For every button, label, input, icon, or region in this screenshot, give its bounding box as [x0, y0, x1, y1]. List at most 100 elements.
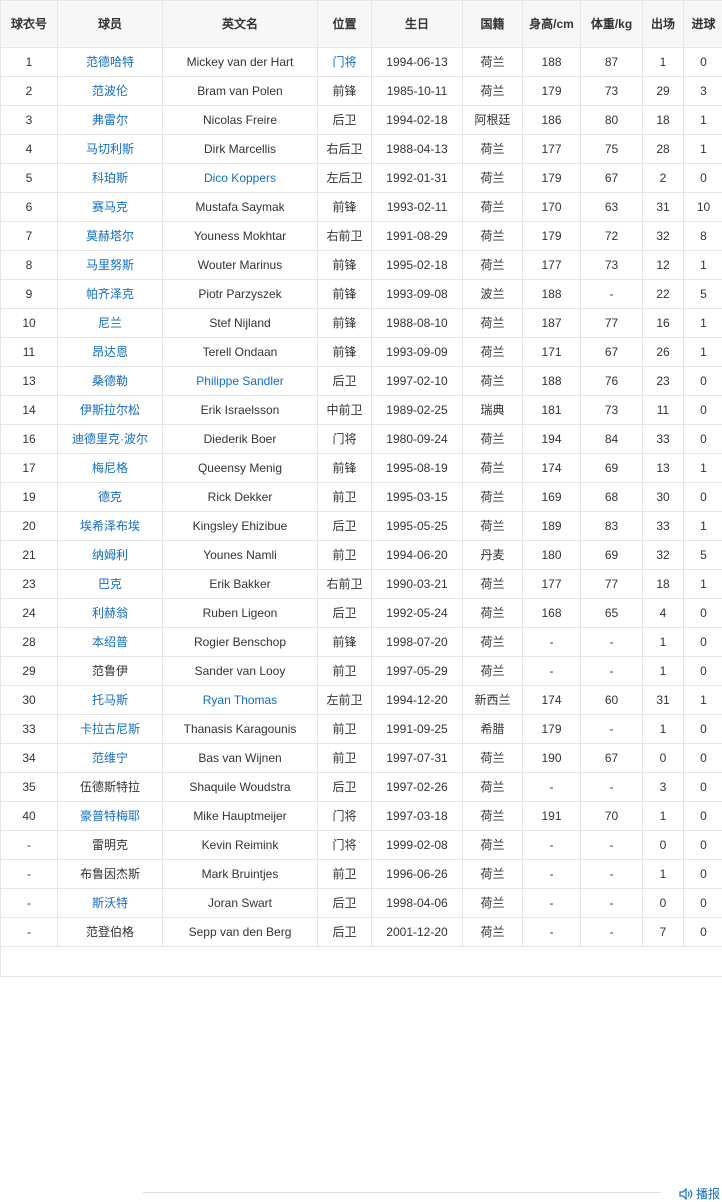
weight-cell: 77 — [581, 309, 643, 338]
player-name-link[interactable]: 梅尼格 — [92, 461, 128, 475]
player-name-link[interactable]: 德克 — [98, 490, 122, 504]
position-cell: 门将 — [318, 425, 372, 454]
weight-cell: - — [581, 831, 643, 860]
player-name-link[interactable]: 弗雷尔 — [92, 113, 128, 127]
birthday-cell: 1995-02-18 — [372, 251, 463, 280]
position-cell: 前卫 — [318, 483, 372, 512]
english-name-cell: Sepp van den Berg — [163, 918, 318, 947]
appearances-cell: 0 — [643, 744, 684, 773]
player-name-cell: 卡拉古尼斯 — [58, 715, 163, 744]
jersey-number-cell: - — [1, 918, 58, 947]
player-name-link[interactable]: 纳姆利 — [92, 548, 128, 562]
player-name-link[interactable]: 埃希泽布埃 — [80, 519, 140, 533]
report-button[interactable]: 播报 — [679, 1185, 720, 1202]
player-name-link[interactable]: 帕齐泽克 — [86, 287, 134, 301]
position-cell: 前锋 — [318, 251, 372, 280]
player-name-link[interactable]: 斯沃特 — [92, 896, 128, 910]
player-name-link[interactable]: 范德哈特 — [86, 55, 134, 69]
english-name-cell: Piotr Parzyszek — [163, 280, 318, 309]
birthday-cell: 1997-03-18 — [372, 802, 463, 831]
player-name-link[interactable]: 迪德里克·波尔 — [72, 432, 148, 446]
jersey-number-cell: 13 — [1, 367, 58, 396]
appearances-cell: 1 — [643, 48, 684, 77]
english-name-link[interactable]: Dico Koppers — [204, 171, 276, 185]
position-cell: 前卫 — [318, 715, 372, 744]
english-name-cell: Kingsley Ehizibue — [163, 512, 318, 541]
position-cell: 右前卫 — [318, 222, 372, 251]
goals-cell: 0 — [684, 599, 722, 628]
player-name-link[interactable]: 莫赫塔尔 — [86, 229, 134, 243]
height-cell: - — [523, 860, 581, 889]
position-cell: 门将 — [318, 802, 372, 831]
appearances-cell: 12 — [643, 251, 684, 280]
player-name-link[interactable]: 巴克 — [98, 577, 122, 591]
player-name-link[interactable]: 伊斯拉尔松 — [80, 403, 140, 417]
position-cell: 后卫 — [318, 918, 372, 947]
player-name-cell: 范维宁 — [58, 744, 163, 773]
player-name-link[interactable]: 范波伦 — [92, 84, 128, 98]
player-name-link[interactable]: 托马斯 — [92, 693, 128, 707]
english-name-cell: Shaquile Woudstra — [163, 773, 318, 802]
position-cell: 前锋 — [318, 280, 372, 309]
height-cell: 181 — [523, 396, 581, 425]
height-cell: 169 — [523, 483, 581, 512]
jersey-number-cell: - — [1, 889, 58, 918]
player-name-link[interactable]: 昂达恩 — [92, 345, 128, 359]
birthday-cell: 1994-02-18 — [372, 106, 463, 135]
player-name-link[interactable]: 豪普特梅耶 — [80, 809, 140, 823]
appearances-cell: 16 — [643, 309, 684, 338]
weight-cell: 60 — [581, 686, 643, 715]
birthday-cell: 1995-05-25 — [372, 512, 463, 541]
weight-cell: 67 — [581, 338, 643, 367]
player-name-link[interactable]: 尼兰 — [98, 316, 122, 330]
player-name-link[interactable]: 科珀斯 — [92, 171, 128, 185]
height-cell: - — [523, 657, 581, 686]
birthday-cell: 1998-04-06 — [372, 889, 463, 918]
player-name-link[interactable]: 卡拉古尼斯 — [80, 722, 140, 736]
player-name-link[interactable]: 马切利斯 — [86, 142, 134, 156]
player-name-cell: 布鲁因杰斯 — [58, 860, 163, 889]
nationality-cell: 波兰 — [463, 280, 523, 309]
birthday-cell: 1993-09-09 — [372, 338, 463, 367]
nationality-cell: 荷兰 — [463, 570, 523, 599]
weight-cell: 67 — [581, 744, 643, 773]
english-name-cell: Younes Namli — [163, 541, 318, 570]
player-name-link[interactable]: 本绍普 — [92, 635, 128, 649]
appearances-cell: 30 — [643, 483, 684, 512]
nationality-cell: 荷兰 — [463, 48, 523, 77]
goals-cell: 1 — [684, 135, 722, 164]
goals-cell: 8 — [684, 222, 722, 251]
player-name-link[interactable]: 范维宁 — [92, 751, 128, 765]
nationality-cell: 荷兰 — [463, 657, 523, 686]
birthday-cell: 1997-02-10 — [372, 367, 463, 396]
weight-cell: - — [581, 889, 643, 918]
english-name-cell: Philippe Sandler — [163, 367, 318, 396]
player-name-cell: 斯沃特 — [58, 889, 163, 918]
jersey-number-cell: 7 — [1, 222, 58, 251]
appearances-cell: 13 — [643, 454, 684, 483]
height-cell: - — [523, 918, 581, 947]
position-link[interactable]: 门将 — [332, 55, 356, 69]
jersey-number-cell: 4 — [1, 135, 58, 164]
player-name-link[interactable]: 赛马克 — [92, 200, 128, 214]
english-name-link[interactable]: Philippe Sandler — [196, 374, 283, 388]
position-cell: 左前卫 — [318, 686, 372, 715]
weight-cell: 73 — [581, 396, 643, 425]
player-name-link[interactable]: 利赫翁 — [92, 606, 128, 620]
goals-cell: 0 — [684, 831, 722, 860]
empty-row — [1, 947, 722, 977]
birthday-cell: 1995-03-15 — [372, 483, 463, 512]
weight-cell: 76 — [581, 367, 643, 396]
player-name-link[interactable]: 马里努斯 — [86, 258, 134, 272]
height-cell: - — [523, 889, 581, 918]
column-header: 国籍 — [463, 1, 523, 48]
english-name-cell: Rogier Benschop — [163, 628, 318, 657]
nationality-cell: 荷兰 — [463, 193, 523, 222]
english-name-link[interactable]: Ryan Thomas — [203, 693, 277, 707]
player-name-link[interactable]: 桑德勒 — [92, 374, 128, 388]
